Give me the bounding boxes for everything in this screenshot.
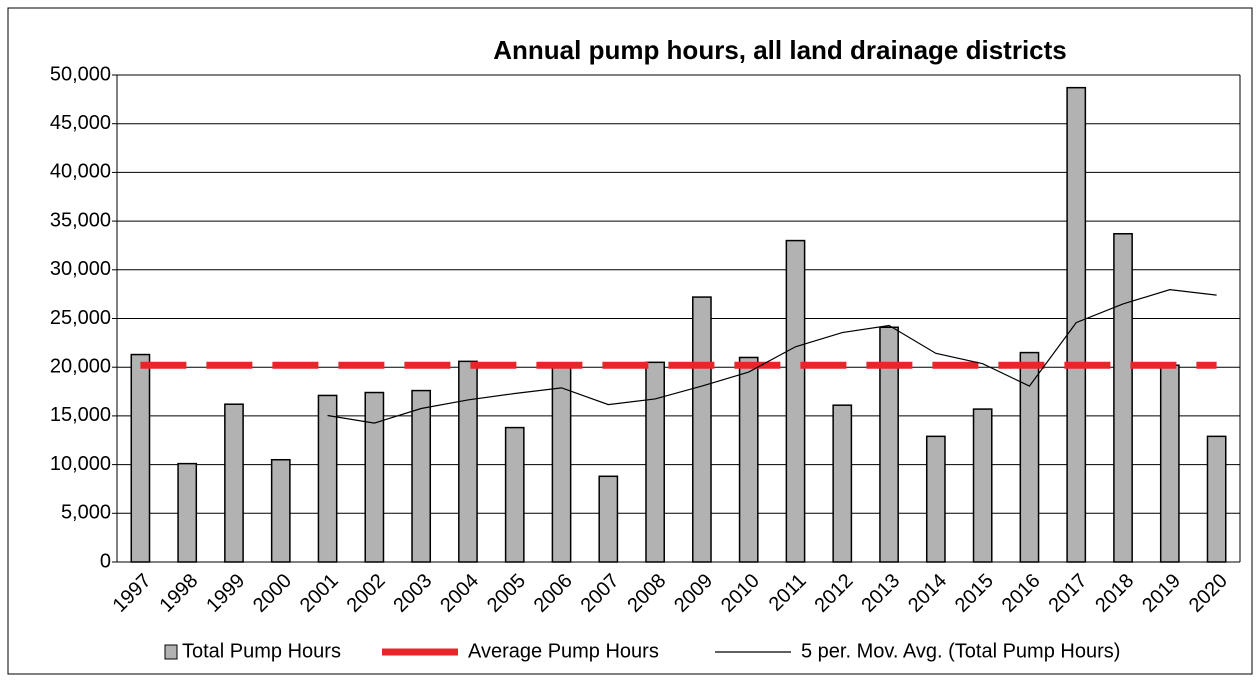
- bar: [458, 360, 478, 563]
- bar: [692, 296, 712, 563]
- bar: [645, 361, 665, 563]
- bar: [1066, 86, 1087, 563]
- chart-frame: [7, 7, 1253, 675]
- bar: [738, 356, 759, 563]
- bar: [130, 353, 151, 563]
- y-tick-label: 50,000: [50, 63, 111, 85]
- bar: [224, 403, 244, 563]
- y-tick-label: 0: [100, 550, 111, 572]
- y-tick-label: 45,000: [50, 112, 111, 134]
- legend-swatch: [164, 644, 178, 660]
- bar: [972, 408, 993, 563]
- bar: [598, 475, 619, 563]
- y-tick-label: 35,000: [50, 209, 111, 231]
- bar: [364, 391, 385, 563]
- legend-label: Total Pump Hours: [182, 640, 341, 662]
- bar: [411, 389, 432, 563]
- chart-title: Annual pump hours, all land drainage dis…: [493, 35, 1067, 65]
- bar: [1019, 351, 1040, 563]
- bar: [504, 426, 525, 563]
- bar: [551, 366, 572, 563]
- y-tick-label: 25,000: [50, 307, 111, 329]
- y-tick-label: 5,000: [61, 502, 111, 524]
- y-tick-label: 10,000: [50, 453, 111, 475]
- bar: [1113, 233, 1133, 563]
- legend-label: Average Pump Hours: [468, 640, 659, 662]
- bar: [925, 435, 946, 563]
- bar: [1159, 364, 1180, 563]
- y-tick-label: 30,000: [50, 258, 111, 280]
- bar: [270, 458, 291, 563]
- y-tick-label: 15,000: [50, 404, 111, 426]
- bar: [785, 239, 806, 563]
- bar: [317, 394, 338, 563]
- bar: [177, 462, 198, 563]
- moving-average-line: [327, 289, 1217, 424]
- bar: [832, 404, 853, 563]
- y-tick-label: 20,000: [50, 355, 111, 377]
- legend-label: 5 per. Mov. Avg. (Total Pump Hours): [801, 640, 1120, 662]
- y-tick-label: 40,000: [50, 161, 111, 183]
- bar: [1206, 435, 1227, 563]
